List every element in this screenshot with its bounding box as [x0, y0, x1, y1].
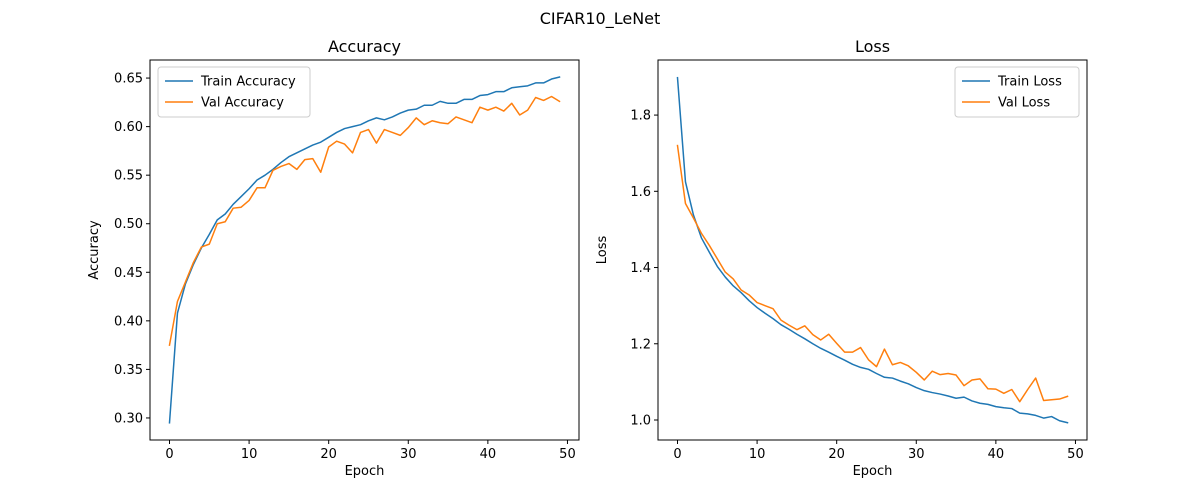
accuracy-x-tick-label: 40 — [480, 447, 497, 462]
accuracy-x-tick-label: 0 — [165, 447, 173, 462]
accuracy-legend: Train Accuracy Val Accuracy — [157, 66, 311, 118]
train-loss-legend-label: Train Loss — [997, 75, 1062, 90]
loss-chart-title: Loss — [855, 37, 890, 56]
accuracy-y-tick-label: 0.40 — [114, 314, 143, 329]
accuracy-y-tick-label: 0.45 — [114, 266, 143, 281]
accuracy-x-tick-label: 10 — [241, 447, 258, 462]
loss-x-tick-label: 10 — [749, 447, 766, 462]
val-accuracy-line — [168, 95, 561, 346]
accuracy-chart-title: Accuracy — [328, 37, 401, 56]
loss-x-tick-label: 40 — [988, 447, 1005, 462]
val-loss-legend-label: Val Loss — [998, 96, 1050, 111]
accuracy-x-tick-label: 30 — [400, 447, 417, 462]
train-accuracy-legend-label: Train Accuracy — [200, 75, 296, 90]
loss-axes-frame — [657, 59, 1088, 441]
accuracy-x-axis-label: Epoch — [345, 464, 385, 479]
accuracy-y-tick-label: 0.50 — [114, 217, 143, 232]
accuracy-y-tick-label: 0.65 — [114, 72, 143, 87]
loss-x-tick-label: 30 — [908, 447, 925, 462]
accuracy-y-tick-label: 0.55 — [114, 169, 143, 184]
loss-x-tick-label: 0 — [673, 447, 681, 462]
accuracy-y-tick-label: 0.30 — [114, 411, 143, 426]
loss-y-tick-label: 1.4 — [630, 261, 651, 276]
accuracy-y-axis-label: Accuracy — [87, 220, 102, 280]
loss-chart: Loss 0 10 20 30 40 50 1.0 1.2 1.4 1.6 1.8 Epoch Loss T… — [595, 37, 1088, 479]
loss-x-tick-label: 50 — [1067, 447, 1084, 462]
accuracy-chart: Accuracy 0 10 20 30 40 50 0.30 0.35 0.40 0.45 0.50 0… — [87, 37, 580, 479]
val-loss-line — [676, 144, 1069, 403]
loss-y-tick-label: 1.8 — [630, 109, 651, 124]
loss-legend-box — [954, 66, 1080, 118]
figure-title: CIFAR10_LeNet — [540, 9, 661, 29]
val-accuracy-legend-label: Val Accuracy — [201, 96, 284, 111]
loss-y-tick-label: 1.6 — [630, 185, 651, 200]
loss-x-tick-label: 20 — [828, 447, 845, 462]
accuracy-axes-frame — [149, 59, 580, 441]
loss-x-axis-label: Epoch — [853, 464, 893, 479]
train-accuracy-line — [168, 76, 561, 424]
loss-y-tick-label: 1.0 — [630, 413, 651, 428]
loss-y-tick-label: 1.2 — [630, 337, 651, 352]
accuracy-y-tick-label: 0.35 — [114, 363, 143, 378]
accuracy-x-tick-label: 20 — [320, 447, 337, 462]
accuracy-y-tick-label: 0.60 — [114, 120, 143, 135]
accuracy-legend-box — [157, 66, 311, 118]
loss-y-axis-label: Loss — [595, 236, 610, 265]
train-loss-line — [676, 76, 1069, 424]
accuracy-x-tick-label: 50 — [559, 447, 576, 462]
loss-legend: Train Loss Val Loss — [954, 66, 1080, 118]
